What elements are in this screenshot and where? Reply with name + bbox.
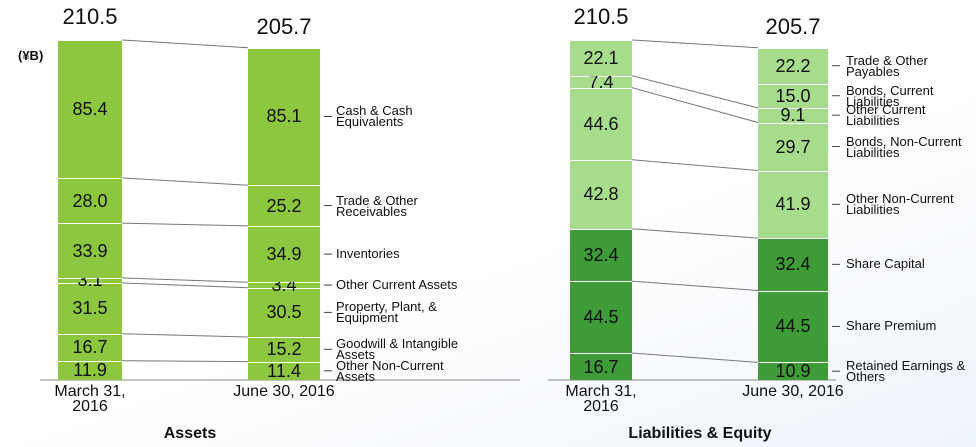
bar-segment [570, 40, 632, 76]
connector [631, 228, 759, 239]
bar-segment [758, 122, 828, 171]
value-label: 16.7 [583, 356, 619, 377]
bar-segment [758, 362, 828, 380]
bar-segment [58, 360, 122, 380]
value-label: 32.4 [775, 254, 811, 275]
chart-title: Liabilities & Equity [628, 425, 772, 442]
bar-segment [758, 290, 828, 363]
bar-segment [570, 87, 632, 160]
bar-segment [248, 185, 320, 226]
value-label: 44.5 [583, 307, 619, 328]
series-label: Bonds, Non-Current Liabilities [846, 133, 962, 160]
connector [631, 87, 759, 124]
connector [121, 360, 249, 363]
series-label: Other Current Liabilities [846, 102, 926, 129]
bar-segment [248, 47, 320, 186]
category-label: March 31, 2016 [54, 383, 126, 415]
bar-segment [58, 333, 122, 361]
connector [631, 352, 759, 363]
series-label: Other Non-Current Liabilities [846, 191, 954, 218]
value-label: 32.4 [583, 244, 619, 265]
value-label: 41.9 [775, 194, 811, 215]
total-label: 210.5 [62, 4, 118, 29]
bar-segment [570, 353, 632, 380]
bar-segment [58, 277, 122, 283]
bar-segment [248, 361, 320, 380]
series-label: Share Capital [846, 256, 925, 272]
value-label: 31.5 [72, 298, 108, 319]
chart-title: Assets [163, 425, 217, 442]
total-label: 205.7 [256, 14, 312, 39]
total-label: 205.7 [765, 14, 821, 39]
value-label: 10.9 [775, 361, 811, 382]
value-label: 7.4 [588, 71, 614, 92]
bar-segment [248, 287, 320, 338]
value-label: 9.1 [780, 105, 806, 126]
series-label: Bonds, Current Liabilities [846, 82, 934, 109]
bar-segment [248, 225, 320, 283]
value-label: 28.0 [72, 190, 108, 211]
category-label: June 30, 2016 [742, 383, 844, 400]
value-label: 25.2 [266, 195, 302, 216]
unit-label: (¥B) [18, 48, 44, 63]
series-label: Share Premium [846, 318, 937, 334]
value-label: 44.5 [775, 316, 811, 337]
connector [121, 39, 249, 49]
bar-segment [248, 337, 320, 362]
bar-segment [570, 75, 632, 88]
value-label: 15.0 [775, 85, 811, 106]
category-label: March 31, 2016 [565, 383, 637, 415]
category-label: June 30, 2016 [233, 383, 335, 400]
value-label: 30.5 [266, 302, 302, 323]
series-label: Trade & Other Receivables [336, 192, 418, 219]
bar-segment [758, 47, 828, 84]
value-label: 85.4 [72, 98, 108, 119]
bar-segment [758, 83, 828, 108]
bar-segment [58, 40, 122, 178]
value-label: 33.9 [72, 240, 108, 261]
series-label: Cash & Cash Equivalents [336, 103, 413, 130]
value-label: 15.2 [266, 339, 302, 360]
bar-segment [570, 159, 632, 229]
series-label: Other Non-Current Assets [336, 357, 444, 384]
series-label: Other Current Assets [336, 277, 458, 293]
connector [631, 39, 759, 49]
bar-segment [58, 223, 122, 278]
bar-segment [58, 177, 122, 224]
bar-segment [248, 282, 320, 288]
bar-segment [758, 238, 828, 291]
connector [631, 159, 759, 172]
value-label: 44.6 [583, 113, 619, 134]
value-label: 16.7 [72, 337, 108, 358]
connector [631, 280, 759, 292]
series-label: Property, Plant, & Equipment [336, 299, 437, 326]
connector [121, 177, 249, 186]
bar-segment [58, 282, 122, 334]
bar-segment [570, 281, 632, 354]
series-label: Inventories [336, 246, 400, 262]
total-label: 210.5 [573, 4, 629, 29]
connector [121, 277, 249, 283]
value-label: 85.1 [266, 106, 302, 127]
connector [631, 75, 759, 109]
value-label: 22.1 [583, 47, 619, 68]
series-label: Retained Earnings & Others [846, 358, 966, 385]
bar-segment [570, 228, 632, 282]
bar-segment [758, 170, 828, 239]
value-label: 42.8 [583, 184, 619, 205]
series-label: Trade & Other Payables [846, 52, 928, 79]
bar-segment [758, 107, 828, 123]
connector [121, 282, 249, 289]
value-label: 22.2 [775, 55, 811, 76]
series-label: Goodwill & Intangible Assets [336, 336, 459, 363]
connector [121, 333, 249, 338]
value-label: 29.7 [775, 136, 811, 157]
value-label: 11.4 [267, 360, 301, 381]
value-label: 34.9 [266, 244, 302, 265]
value-label: 11.9 [73, 360, 107, 381]
connector [121, 222, 249, 227]
